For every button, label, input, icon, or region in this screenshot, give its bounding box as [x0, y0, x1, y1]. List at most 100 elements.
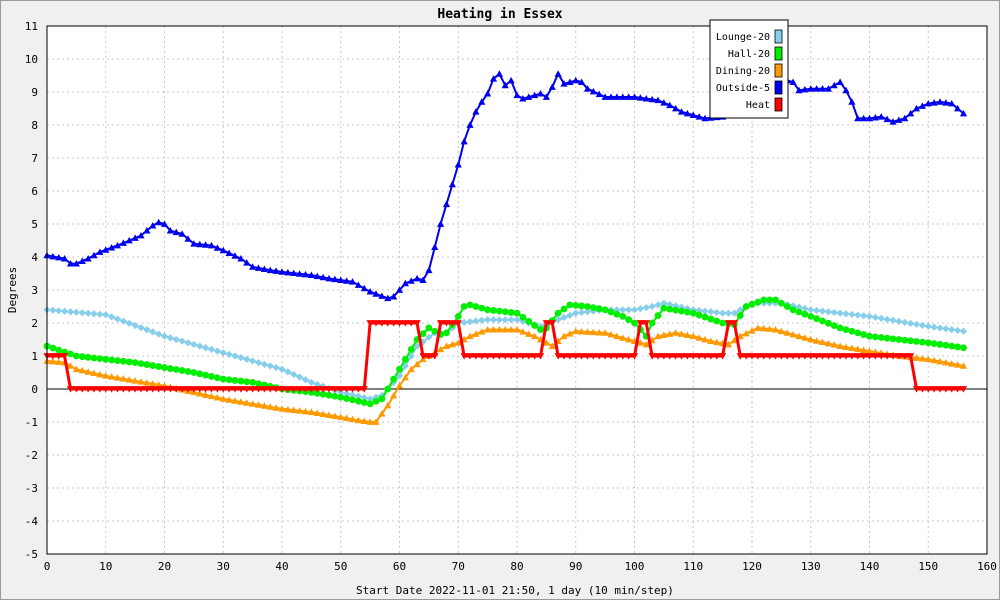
data-point-hall-20 [478, 304, 486, 312]
data-point-outside-5 [431, 243, 439, 250]
data-point-heat [137, 386, 145, 393]
data-point-heat [466, 353, 474, 360]
data-point-outside-5 [61, 255, 69, 262]
data-point-heat [818, 353, 827, 360]
data-point-outside-5 [231, 252, 239, 259]
data-point-outside-5 [654, 96, 662, 104]
data-point-lounge-20 [713, 308, 721, 317]
data-point-hall-20 [231, 377, 239, 384]
data-point-heat [90, 386, 98, 393]
data-point-outside-5 [378, 292, 386, 299]
data-point-dining-20 [478, 328, 486, 335]
x-tick-label: 100 [625, 560, 645, 573]
data-point-outside-5 [830, 81, 838, 89]
data-point-dining-20 [742, 329, 750, 337]
data-point-outside-5 [889, 118, 897, 125]
data-point-lounge-20 [478, 316, 486, 324]
data-point-outside-5 [178, 230, 186, 237]
data-point-outside-5 [636, 94, 644, 101]
data-point-dining-20 [501, 326, 509, 333]
data-point-heat [337, 386, 345, 393]
data-point-hall-20 [948, 342, 956, 350]
data-point-outside-5 [548, 83, 556, 90]
data-point-hall-20 [372, 397, 380, 405]
data-point-hall-20 [913, 338, 920, 345]
data-point-outside-5 [125, 236, 133, 244]
data-point-lounge-20 [72, 308, 80, 316]
data-point-dining-20 [836, 342, 844, 349]
legend-label: Hall-20 [728, 49, 770, 60]
data-point-lounge-20 [883, 315, 891, 323]
data-point-heat [108, 386, 116, 393]
data-point-lounge-20 [936, 324, 944, 332]
data-point-outside-5 [254, 264, 263, 271]
data-point-dining-20 [484, 326, 492, 333]
data-point-hall-20 [525, 317, 533, 325]
data-point-dining-20 [55, 358, 63, 365]
data-point-lounge-20 [948, 326, 956, 334]
data-point-dining-20 [225, 396, 233, 403]
data-point-dining-20 [924, 355, 932, 363]
data-point-lounge-20 [854, 311, 862, 319]
data-point-heat [131, 386, 139, 393]
data-point-heat [478, 353, 486, 360]
data-point-heat [801, 353, 809, 360]
data-point-outside-5 [384, 294, 392, 302]
data-point-heat [613, 353, 621, 360]
data-point-outside-5 [155, 218, 163, 226]
data-point-dining-20 [343, 414, 351, 422]
data-point-heat [948, 386, 956, 393]
series-hall-20 [43, 296, 967, 408]
data-point-heat [378, 320, 386, 327]
data-point-lounge-20 [219, 349, 227, 357]
data-point-hall-20 [149, 362, 157, 369]
data-point-dining-20 [701, 335, 709, 343]
data-point-heat [566, 353, 574, 360]
data-point-hall-20 [131, 359, 139, 366]
data-point-heat [619, 353, 627, 360]
data-point-hall-20 [49, 344, 57, 352]
data-point-outside-5 [454, 161, 462, 168]
data-point-lounge-20 [630, 306, 639, 314]
data-point-hall-20 [883, 334, 891, 342]
data-point-lounge-20 [918, 321, 926, 329]
data-point-heat [719, 353, 727, 360]
x-tick-label: 140 [860, 560, 880, 573]
data-point-heat [630, 353, 639, 360]
data-point-hall-20 [683, 308, 691, 316]
data-point-heat [348, 386, 357, 393]
data-point-heat [836, 353, 844, 360]
data-point-lounge-20 [660, 299, 668, 307]
data-point-dining-20 [131, 377, 139, 384]
data-point-lounge-20 [284, 368, 292, 376]
data-point-heat [695, 353, 703, 360]
data-point-lounge-20 [466, 318, 474, 326]
data-point-hall-20 [219, 375, 227, 383]
data-point-lounge-20 [472, 317, 480, 325]
legend-label: Heat [746, 100, 770, 111]
data-point-outside-5 [278, 268, 286, 275]
x-tick-label: 70 [452, 560, 465, 573]
data-point-heat [871, 353, 879, 360]
data-point-hall-20 [354, 397, 362, 405]
data-point-dining-20 [213, 393, 221, 401]
data-point-heat [519, 353, 527, 360]
data-point-outside-5 [525, 93, 533, 100]
data-point-outside-5 [689, 111, 697, 118]
data-point-heat [343, 386, 351, 393]
data-point-lounge-20 [143, 326, 151, 334]
data-point-heat [401, 320, 409, 327]
data-point-dining-20 [531, 332, 539, 340]
data-point-hall-20 [125, 358, 133, 366]
data-point-heat [296, 386, 304, 393]
data-point-heat [495, 353, 503, 360]
data-point-outside-5 [366, 288, 374, 295]
data-point-lounge-20 [231, 352, 239, 360]
data-point-dining-20 [331, 412, 339, 419]
data-point-outside-5 [625, 93, 633, 100]
data-point-lounge-20 [836, 309, 844, 317]
data-point-heat [924, 386, 932, 393]
data-point-outside-5 [936, 98, 944, 105]
legend-swatch [774, 97, 783, 112]
data-point-heat [313, 386, 321, 393]
